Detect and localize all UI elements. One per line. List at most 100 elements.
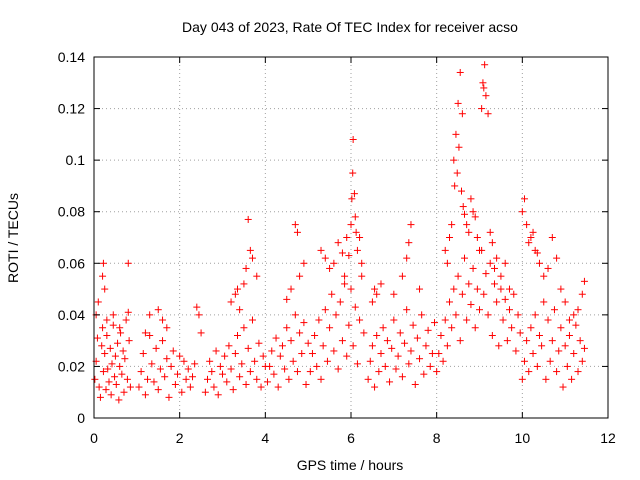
- data-point: [510, 290, 518, 298]
- data-point: [135, 383, 143, 391]
- data-point: [493, 298, 501, 306]
- data-point: [236, 373, 244, 381]
- data-point: [465, 280, 473, 288]
- data-point: [578, 357, 586, 365]
- data-point: [240, 324, 248, 332]
- data-point: [248, 316, 256, 324]
- data-point: [263, 378, 271, 386]
- data-point: [451, 182, 459, 190]
- data-point: [523, 337, 531, 345]
- data-point: [465, 228, 473, 236]
- data-point: [141, 329, 149, 337]
- data-point: [349, 169, 357, 177]
- data-point: [266, 362, 274, 370]
- data-point: [156, 365, 164, 373]
- data-point: [178, 388, 186, 396]
- data-point: [285, 375, 293, 383]
- x-tick-label: 0: [90, 430, 98, 446]
- data-point: [255, 339, 263, 347]
- data-point: [148, 360, 156, 368]
- data-point: [287, 337, 295, 345]
- data-point: [244, 344, 252, 352]
- data-point: [95, 383, 103, 391]
- plot-frame: [93, 56, 609, 419]
- data-point: [293, 228, 301, 236]
- data-point: [518, 375, 526, 383]
- data-point: [251, 357, 259, 365]
- data-point: [478, 105, 486, 113]
- data-point: [390, 316, 398, 324]
- data-point: [124, 259, 132, 267]
- data-point: [197, 329, 205, 337]
- data-point: [570, 311, 578, 319]
- data-point: [321, 254, 329, 262]
- data-point: [486, 259, 494, 267]
- data-point: [146, 311, 154, 319]
- data-point: [476, 246, 483, 254]
- data-point: [304, 339, 312, 347]
- data-point: [104, 365, 112, 373]
- data-point: [126, 383, 134, 391]
- data-point: [437, 331, 445, 339]
- data-point: [407, 221, 415, 229]
- data-point: [418, 311, 426, 319]
- data-point: [373, 290, 381, 298]
- data-point: [321, 306, 329, 314]
- data-point: [103, 316, 111, 324]
- data-point: [516, 329, 524, 337]
- data-point: [296, 329, 304, 337]
- data-point: [490, 280, 498, 288]
- data-point: [257, 383, 265, 391]
- data-point: [403, 306, 411, 314]
- data-point: [452, 130, 460, 138]
- data-point: [242, 264, 250, 272]
- data-point: [473, 285, 481, 293]
- data-point: [533, 249, 541, 257]
- data-point: [244, 215, 252, 223]
- data-point: [268, 347, 276, 355]
- data-point: [471, 324, 479, 332]
- data-point: [311, 331, 319, 339]
- data-point: [467, 195, 475, 203]
- data-point: [221, 352, 229, 360]
- data-point: [163, 324, 171, 332]
- data-point: [377, 350, 385, 358]
- data-point: [227, 298, 235, 306]
- data-point: [572, 321, 580, 329]
- data-point: [137, 368, 145, 376]
- data-point: [204, 375, 212, 383]
- data-point: [348, 195, 356, 203]
- x-axis-label: GPS time / hours: [297, 457, 404, 473]
- data-point: [356, 234, 364, 241]
- data-point: [505, 306, 513, 314]
- data-point: [576, 337, 584, 345]
- data-point: [120, 388, 128, 396]
- data-point: [529, 350, 537, 358]
- data-point: [141, 391, 149, 399]
- data-point: [159, 316, 167, 324]
- data-point: [356, 316, 364, 324]
- data-point: [214, 391, 222, 399]
- data-point: [405, 239, 413, 247]
- data-point: [276, 352, 284, 360]
- data-point: [508, 324, 516, 332]
- data-point: [99, 272, 107, 280]
- data-point: [99, 368, 107, 376]
- data-point: [366, 357, 374, 365]
- data-point: [531, 311, 539, 319]
- data-point: [210, 383, 218, 391]
- data-point: [371, 383, 379, 391]
- data-point: [246, 368, 254, 376]
- data-point: [347, 285, 355, 293]
- data-point: [291, 311, 299, 319]
- data-point: [383, 337, 391, 345]
- data-point: [540, 298, 548, 306]
- data-point: [334, 365, 342, 373]
- data-point: [407, 347, 415, 355]
- data-point: [139, 350, 147, 358]
- y-tick-label: 0.12: [58, 101, 85, 117]
- data-point: [272, 334, 280, 342]
- data-point: [390, 290, 398, 298]
- data-point: [111, 352, 119, 360]
